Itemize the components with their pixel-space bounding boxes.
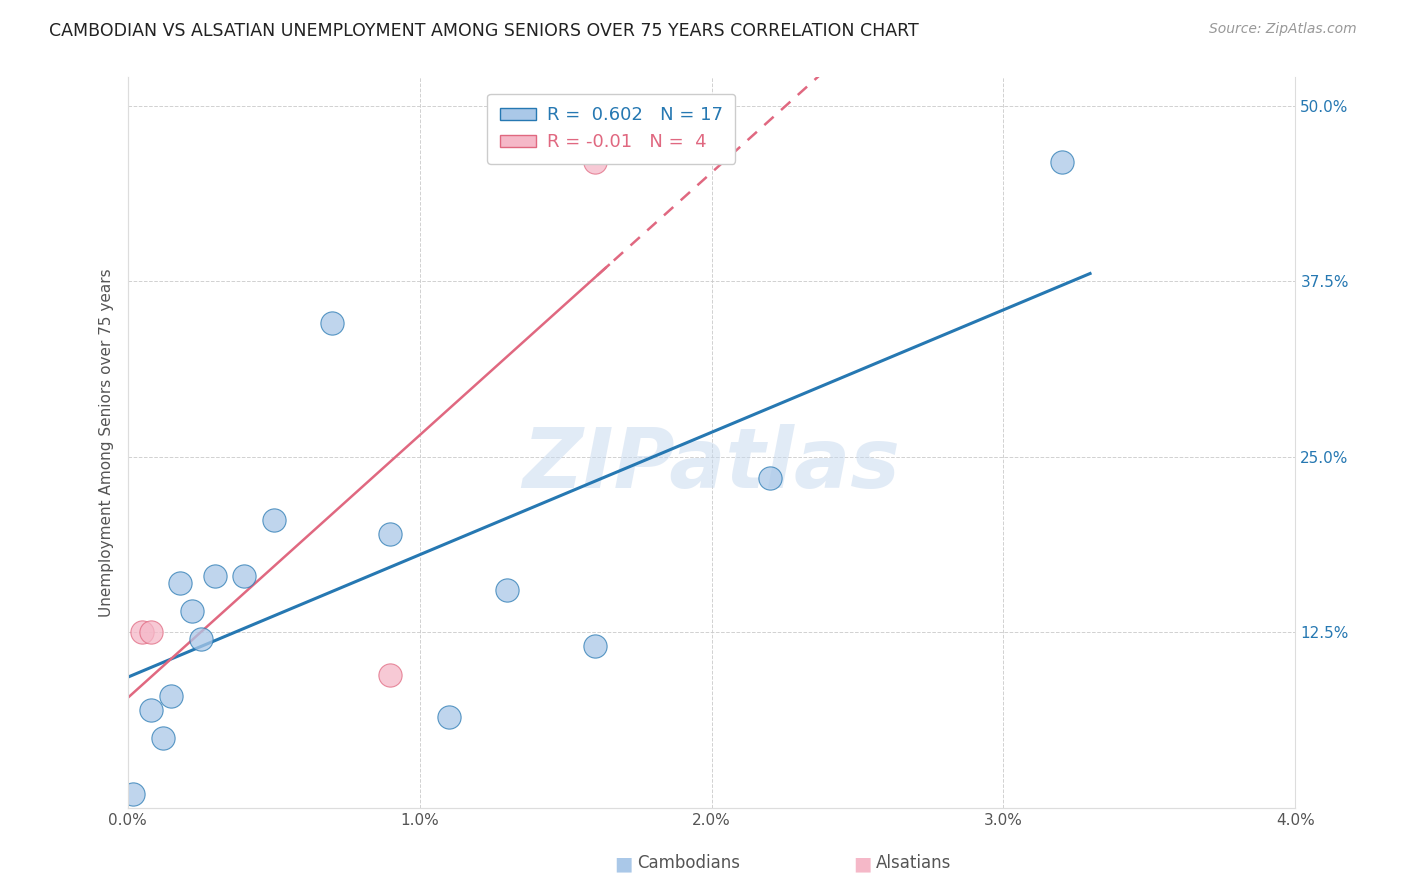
Point [204, 569, 226, 583]
Point [759, 471, 782, 485]
Point [1050, 154, 1073, 169]
Text: Source: ZipAtlas.com: Source: ZipAtlas.com [1209, 22, 1357, 37]
Point [122, 787, 145, 801]
Point [233, 569, 256, 583]
Legend: R =  0.602   N = 17, R = -0.01   N =  4: R = 0.602 N = 17, R = -0.01 N = 4 [486, 94, 735, 164]
Point [139, 703, 162, 717]
Point [437, 710, 460, 724]
Text: ■: ■ [614, 854, 633, 873]
Point [131, 625, 153, 640]
Point [152, 731, 174, 745]
Point [380, 527, 402, 541]
Text: Alsatians: Alsatians [876, 855, 952, 872]
Text: CAMBODIAN VS ALSATIAN UNEMPLOYMENT AMONG SENIORS OVER 75 YEARS CORRELATION CHART: CAMBODIAN VS ALSATIAN UNEMPLOYMENT AMONG… [49, 22, 920, 40]
Point [583, 640, 606, 654]
Point [263, 513, 285, 527]
Text: ■: ■ [853, 854, 872, 873]
Text: Cambodians: Cambodians [637, 855, 740, 872]
Point [160, 689, 183, 703]
Point [380, 667, 402, 681]
Point [496, 583, 519, 598]
Text: ZIPatlas: ZIPatlas [523, 425, 900, 505]
Point [169, 576, 191, 591]
Point [180, 604, 202, 618]
Y-axis label: Unemployment Among Seniors over 75 years: Unemployment Among Seniors over 75 years [100, 268, 114, 617]
Point [321, 316, 343, 330]
Point [139, 625, 162, 640]
Point [583, 154, 606, 169]
Point [190, 632, 212, 647]
